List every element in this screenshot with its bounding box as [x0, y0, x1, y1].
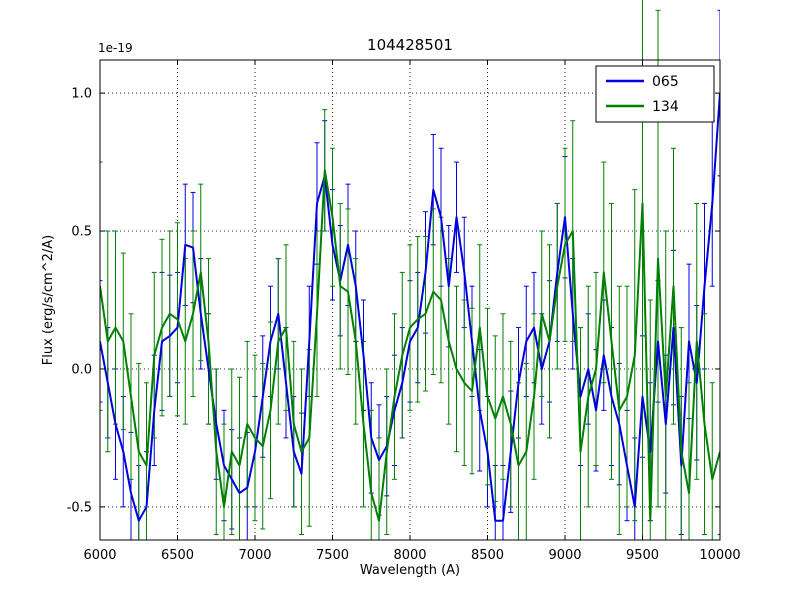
y-tick-label: 1.0	[71, 87, 92, 102]
y-tick-label: 0.5	[71, 225, 92, 240]
series-134-line	[100, 169, 720, 522]
axis-ticks	[99, 60, 721, 540]
y-tick-label: -0.5	[67, 500, 92, 515]
legend-label-134: 134	[652, 99, 679, 115]
x-tick-label: 7500	[316, 548, 349, 563]
x-tick-label: 8000	[393, 548, 426, 563]
x-tick-label: 8500	[471, 548, 504, 563]
legend-label-065: 065	[652, 74, 679, 90]
x-tick-label: 6000	[83, 548, 116, 563]
x-tick-label: 7000	[238, 548, 271, 563]
series-lines-layer	[100, 93, 720, 522]
y-axis-scale-offset: 1e-19	[98, 41, 133, 55]
x-tick-label: 9500	[626, 548, 659, 563]
y-tick-label: 0.0	[71, 362, 92, 377]
x-axis-label: Wavelength (A)	[360, 563, 460, 578]
plot-title: 104428501	[367, 36, 453, 54]
x-tick-label: 10000	[699, 548, 740, 563]
legend-box	[595, 65, 715, 123]
x-tick-label: 9000	[548, 548, 581, 563]
x-tick-label: 6500	[161, 548, 194, 563]
tick-labels-layer: 6000 6500 7000 7500 8000 8500 9000 9500 10000 -0.…	[67, 87, 741, 563]
series-065-line	[100, 93, 720, 522]
y-axis-label: Flux (erg/s/cm^2/A)	[41, 235, 56, 365]
legend: 065 134	[595, 65, 715, 123]
